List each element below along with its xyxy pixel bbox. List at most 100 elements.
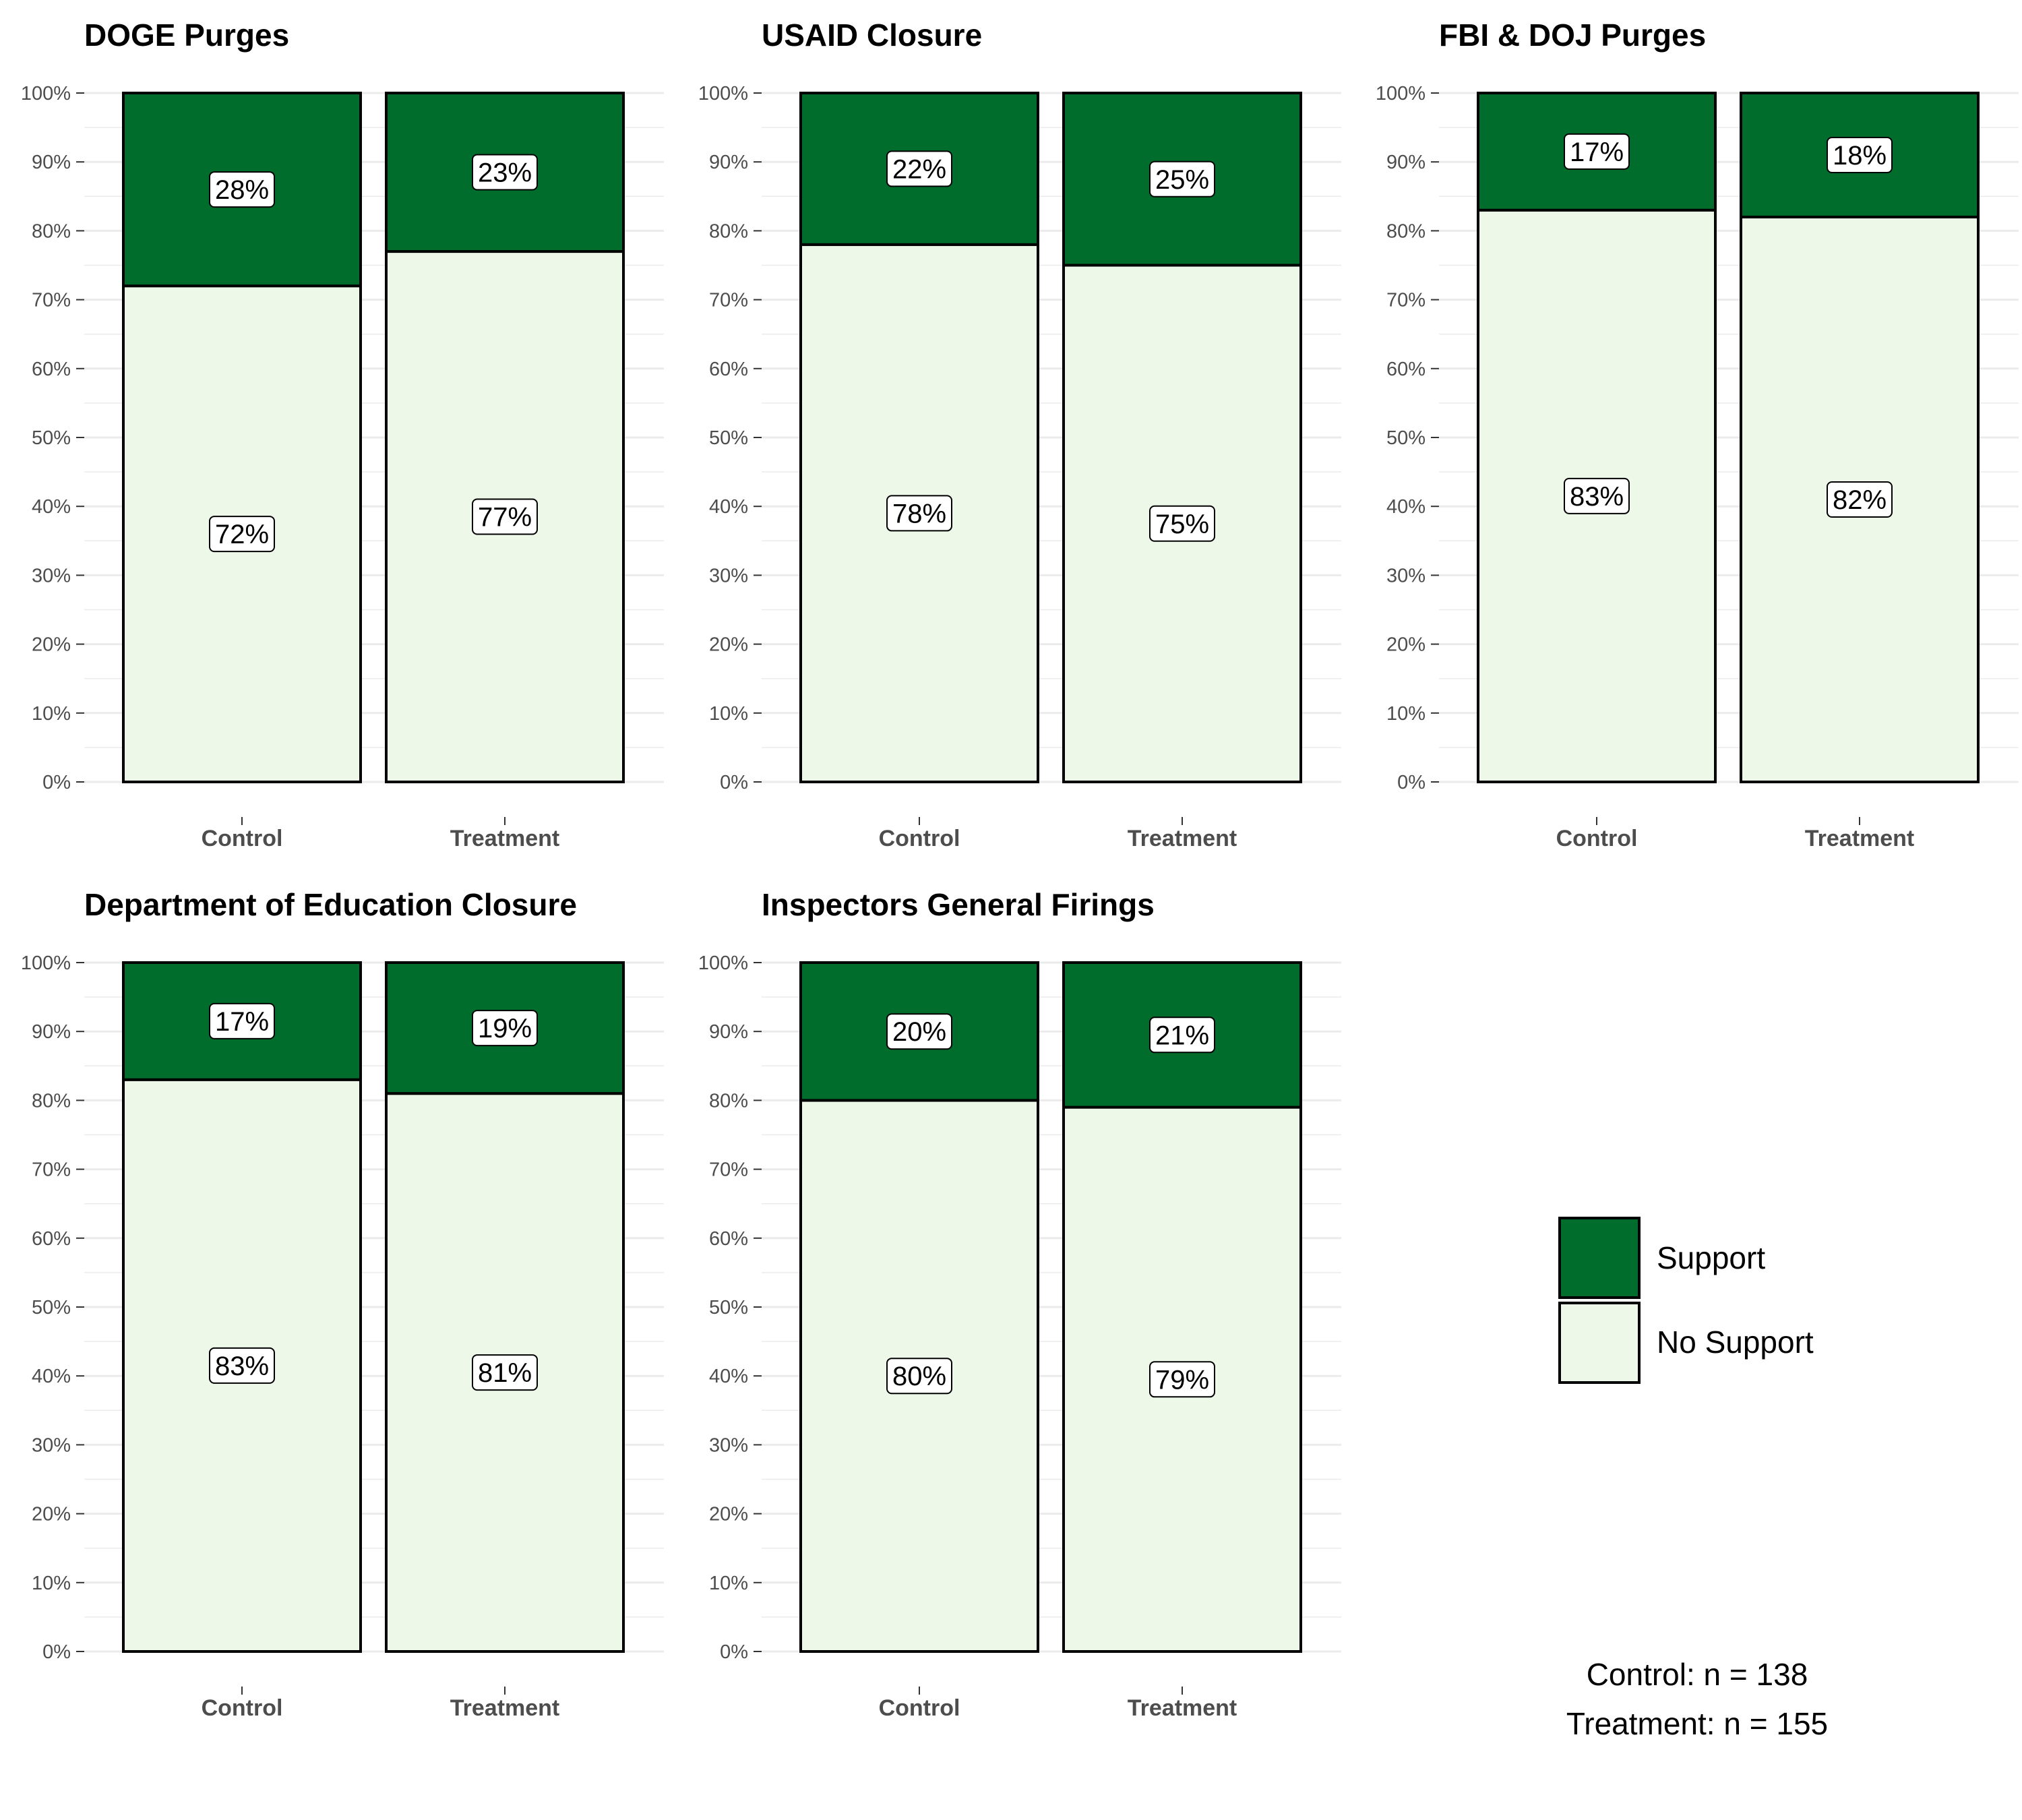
data-label-box [886, 495, 952, 532]
x-category-label: Treatment [1805, 826, 1915, 851]
y-tick-label: 20% [32, 634, 71, 656]
y-tick-label: 0% [42, 1641, 71, 1663]
y-tick-label: 70% [32, 1159, 71, 1181]
panel-doge-purges: DOGE Purges 0% 10% 20% 30% 40% 50% 60% 70% 80% 90%… [21, 18, 664, 851]
y-tick-label: 60% [709, 1228, 748, 1250]
data-label-box [472, 154, 538, 191]
data-label-control-no-support: 83% [215, 1352, 269, 1381]
panel-department-of-education-closure: Department of Education Closure 0% 10% 20% 3… [21, 887, 664, 1721]
y-tick-label: 10% [709, 703, 748, 725]
y-tick-label: 40% [32, 1366, 71, 1387]
y-tick-label: 30% [1386, 565, 1426, 586]
y-tick-label: 0% [42, 772, 71, 793]
y-tick-label: 0% [720, 1641, 748, 1663]
y-tick-label: 30% [32, 565, 71, 586]
data-label-box [1149, 160, 1215, 198]
legend-swatch-support [1558, 1217, 1641, 1299]
data-label-control-support: 17% [1570, 138, 1624, 167]
y-tick-label: 50% [709, 1297, 748, 1318]
panel-title: Department of Education Closure [84, 887, 577, 922]
y-tick-label: 70% [709, 290, 748, 311]
data-label-treatment-support: 21% [1155, 1021, 1209, 1050]
data-label-treatment-support: 25% [1155, 165, 1209, 195]
y-tick-label: 100% [21, 83, 71, 104]
sample-note-treatment: Treatment: n = 155 [1566, 1706, 1828, 1741]
data-label-control-support: 17% [215, 1007, 269, 1037]
x-category-label: Treatment [450, 826, 560, 851]
data-label-box [886, 150, 952, 187]
panel-usaid-closure: USAID Closure 0% 10% 20% 30% 40% 50% 60% 70% 80% 9… [698, 18, 1341, 851]
data-label-treatment-no-support: 79% [1155, 1365, 1209, 1395]
data-label-treatment-support: 19% [478, 1014, 532, 1043]
panel-title: FBI & DOJ Purges [1439, 18, 1706, 53]
y-tick-label: 10% [32, 703, 71, 725]
y-tick-label: 40% [1386, 496, 1426, 518]
y-tick-label: 20% [709, 1504, 748, 1525]
y-tick-label: 50% [709, 427, 748, 449]
data-label-treatment-support: 18% [1833, 141, 1887, 171]
data-label-treatment-support: 23% [478, 158, 532, 188]
data-label-control-support: 20% [892, 1017, 946, 1047]
y-tick-label: 30% [709, 565, 748, 586]
data-label-box [1564, 133, 1630, 170]
x-category-label: Treatment [450, 1695, 560, 1721]
y-tick-label: 90% [32, 1021, 71, 1043]
data-label-treatment-no-support: 75% [1155, 510, 1209, 539]
y-tick-label: 60% [32, 1228, 71, 1250]
data-label-control-support: 22% [892, 154, 946, 184]
y-tick-label: 0% [1397, 772, 1426, 793]
y-tick-label: 50% [32, 427, 71, 449]
y-tick-label: 60% [32, 359, 71, 380]
y-tick-label: 0% [720, 772, 748, 793]
x-category-label: Control [202, 826, 283, 851]
y-tick-label: 50% [32, 1297, 71, 1318]
y-tick-label: 90% [709, 152, 748, 173]
y-tick-label: 80% [32, 220, 71, 242]
y-tick-label: 90% [709, 1021, 748, 1043]
x-category-label: Control [879, 1695, 960, 1721]
y-tick-label: 80% [709, 220, 748, 242]
y-tick-label: 70% [1386, 290, 1426, 311]
x-category-label: Control [202, 1695, 283, 1721]
data-label-box [886, 1013, 952, 1050]
chart-panels: DOGE Purges 0% 10% 20% 30% 40% 50% 60% 70% 80% 90%… [21, 18, 2019, 1721]
data-label-box [1564, 477, 1630, 514]
y-tick-label: 100% [698, 952, 748, 974]
y-tick-label: 90% [1386, 152, 1426, 173]
data-label-treatment-no-support: 82% [1833, 485, 1887, 515]
data-label-box [1149, 505, 1215, 542]
data-label-box [1827, 136, 1893, 173]
data-label-control-no-support: 78% [892, 499, 946, 528]
legend-label-support: Support [1657, 1240, 1765, 1275]
y-tick-label: 10% [1386, 703, 1426, 725]
y-tick-label: 100% [21, 952, 71, 974]
data-label-treatment-no-support: 77% [478, 503, 532, 533]
x-category-label: Treatment [1128, 826, 1237, 851]
data-label-control-no-support: 80% [892, 1362, 946, 1391]
data-label-box [1149, 1361, 1215, 1398]
data-label-control-no-support: 72% [215, 520, 269, 549]
y-tick-label: 40% [709, 1366, 748, 1387]
panel-fbi-doj-purges: FBI & DOJ Purges 0% 10% 20% 30% 40% 50% 60% 70% 8… [1376, 18, 2019, 851]
x-category-label: Control [879, 826, 960, 851]
data-label-box [472, 1010, 538, 1047]
legend: Support No Support [1558, 1217, 1814, 1384]
panel-title: USAID Closure [762, 18, 982, 53]
x-category-label: Treatment [1128, 1695, 1237, 1721]
y-tick-label: 60% [709, 359, 748, 380]
sample-note-control: Control: n = 138 [1587, 1657, 1808, 1692]
data-label-box [1827, 481, 1893, 518]
data-label-box [209, 1347, 275, 1384]
panel-title: DOGE Purges [84, 18, 289, 53]
x-category-label: Control [1556, 826, 1638, 851]
data-label-box [1149, 1017, 1215, 1054]
y-tick-label: 40% [32, 496, 71, 518]
y-tick-label: 30% [709, 1434, 748, 1456]
y-tick-label: 100% [698, 83, 748, 104]
legend-label-no-support: No Support [1657, 1325, 1814, 1360]
y-tick-label: 60% [1386, 359, 1426, 380]
data-label-box [209, 171, 275, 208]
panel-inspectors-general-firings: Inspectors General Firings 0% 10% 20% 30% 40%… [698, 887, 1341, 1721]
y-tick-label: 80% [1386, 220, 1426, 242]
